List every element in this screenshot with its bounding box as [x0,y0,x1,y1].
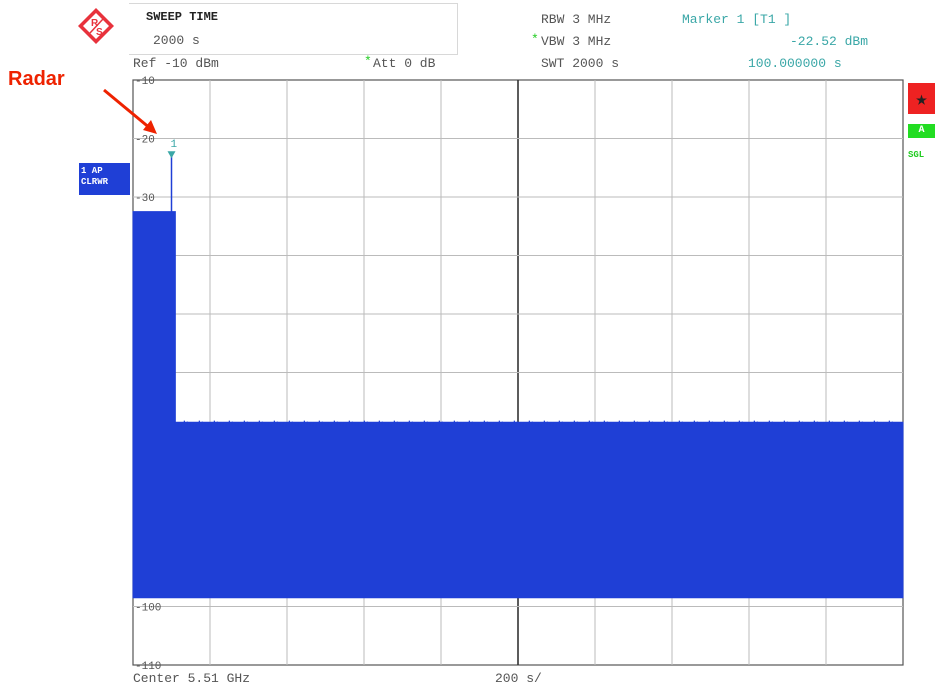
y-tick-label: -10 [135,76,155,88]
time-per-division-label: 200 s/ [495,671,542,686]
marker-1-label: 1 [171,139,178,151]
marker-time: 100.000000 s [748,56,842,71]
vbw-label: VBW 3 MHz [541,34,612,49]
trace-mode-badge: 1 AP CLRWR [79,163,130,195]
rbw-label: RBW 3 MHz [541,12,612,27]
svg-text:S: S [96,27,103,38]
center-frequency-label: Center 5.51 GHz [133,671,251,686]
trace-noise-edge [174,420,902,428]
radar-arrow-head [143,120,157,134]
y-tick-label: -100 [135,603,161,615]
marker-1-symbol [167,151,176,159]
marker-title: Marker 1 [T1 ] [682,12,792,27]
swt-label: SWT 2000 s [541,56,620,71]
trace-mode-line1: 1 AP [81,166,103,176]
sweep-time-title: SWEEP TIME [146,10,219,24]
ref-level-label: Ref -10 dBm [133,56,219,71]
star-icon: ★ [908,83,935,114]
sweep-time-box [129,3,458,55]
marker-level: -22.52 dBm [790,34,869,49]
spectrum-trace-area [132,211,904,599]
vbw-modified-marker: * [531,32,539,47]
att-modified-marker: * [364,54,372,69]
sgl-label: SGL [908,150,925,160]
y-tick-label: -30 [135,193,155,205]
trace-a-badge: A [908,124,935,138]
trace-mode-line2: CLRWR [81,177,109,187]
rohde-schwarz-logo: R S [76,6,116,46]
sweep-time-value: 2000 s [153,33,200,48]
svg-text:R: R [91,18,99,29]
attenuation-label: Att 0 dB [373,56,436,71]
radar-annotation: Radar [8,68,65,90]
y-tick-label: -20 [135,135,155,147]
radar-arrow-shaft [103,88,152,131]
y-tick-label: -110 [135,661,161,673]
